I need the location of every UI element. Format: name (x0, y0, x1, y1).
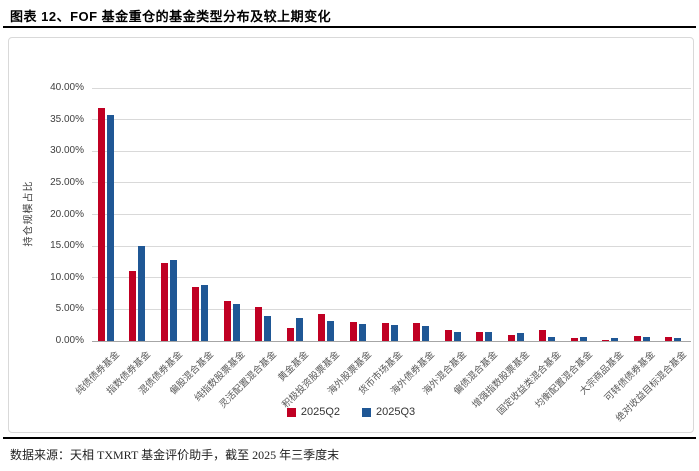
y-tick-label: 20.00% (50, 208, 84, 220)
bar-2025Q3 (516, 333, 524, 341)
bar-2025Q3 (579, 336, 587, 341)
legend-item-2025Q3: 2025Q3 (362, 406, 415, 418)
y-gridline (92, 308, 691, 310)
bar-2025Q3 (327, 321, 335, 341)
bar-2025Q2 (507, 334, 515, 341)
bar-2025Q3 (548, 337, 556, 341)
y-tick-label: 30.00% (50, 145, 84, 157)
plot-area: 0.00% 5.00% 10.00% 15.00% 20.00% 25.00% 30.00%… (50, 82, 691, 424)
bar-2025Q2 (665, 337, 673, 341)
bar-2025Q3 (485, 331, 493, 341)
y-gridline (92, 245, 691, 247)
y-gridline (92, 150, 691, 152)
bar-2025Q2 (633, 335, 641, 341)
y-gridline (92, 182, 691, 184)
y-tick-label: 5.00% (55, 303, 84, 315)
bar-2025Q3 (358, 323, 366, 341)
x-axis-line (92, 340, 691, 342)
bar-2025Q3 (642, 337, 650, 341)
bar-2025Q3 (295, 317, 303, 341)
y-gridline (92, 119, 691, 121)
y-gridline (92, 87, 691, 89)
y-tick-label: 25.00% (50, 176, 84, 188)
bar-2025Q2 (349, 322, 357, 341)
bar-2025Q2 (476, 332, 484, 341)
bar-2025Q2 (255, 306, 263, 341)
bar-2025Q3 (390, 325, 398, 341)
figure-title: 图表 12、FOF 基金重仓的基金类型分布及较上期变化 (10, 9, 332, 24)
bar-2025Q2 (223, 301, 231, 341)
bar-2025Q2 (444, 330, 452, 341)
bar-2025Q2 (570, 337, 578, 341)
legend-label: 2025Q3 (376, 406, 416, 418)
bar-2025Q3 (422, 326, 430, 341)
bar-2025Q3 (201, 284, 209, 341)
bar-2025Q3 (169, 260, 177, 341)
bar-2025Q3 (674, 338, 682, 341)
y-tick-label: 10.00% (50, 271, 84, 283)
bar-2025Q3 (453, 331, 461, 341)
bar-2025Q3 (106, 115, 114, 341)
bar-2025Q3 (138, 246, 146, 341)
y-tick-label: 0.00% (55, 335, 84, 346)
bar-2025Q2 (381, 323, 389, 341)
bar-2025Q2 (160, 263, 168, 341)
bar-2025Q2 (129, 270, 137, 341)
bar-2025Q3 (264, 316, 272, 341)
legend: 2025Q2 2025Q3 (9, 406, 693, 418)
bar-2025Q2 (602, 339, 610, 341)
title-divider (3, 26, 696, 28)
footer-divider (3, 437, 696, 439)
bar-2025Q3 (611, 337, 619, 341)
bar-2025Q2 (318, 313, 326, 341)
legend-swatch-icon (362, 407, 371, 417)
legend-item-2025Q2: 2025Q2 (286, 406, 340, 418)
bar-2025Q2 (192, 286, 200, 341)
y-gridline (92, 214, 691, 215)
bar-2025Q3 (232, 303, 240, 341)
bar-2025Q2 (413, 322, 421, 341)
y-tick-label: 35.00% (50, 113, 84, 125)
chart-panel: 持仓规模占比 0.00% 5.00% 10.00% 15.00% 20.00% 25.00… (8, 37, 694, 433)
legend-label: 2025Q2 (300, 406, 340, 418)
bar-2025Q2 (286, 327, 294, 341)
y-tick-label: 40.00% (50, 82, 84, 93)
data-source-note: 数据来源：天相 TXMRT 基金评价助手，截至 2025 年三季度末 (10, 448, 340, 462)
y-gridline (92, 277, 691, 279)
bar-2025Q2 (97, 108, 105, 341)
y-tick-label: 15.00% (50, 240, 84, 252)
legend-swatch-icon (286, 407, 296, 417)
bar-2025Q2 (539, 329, 547, 341)
